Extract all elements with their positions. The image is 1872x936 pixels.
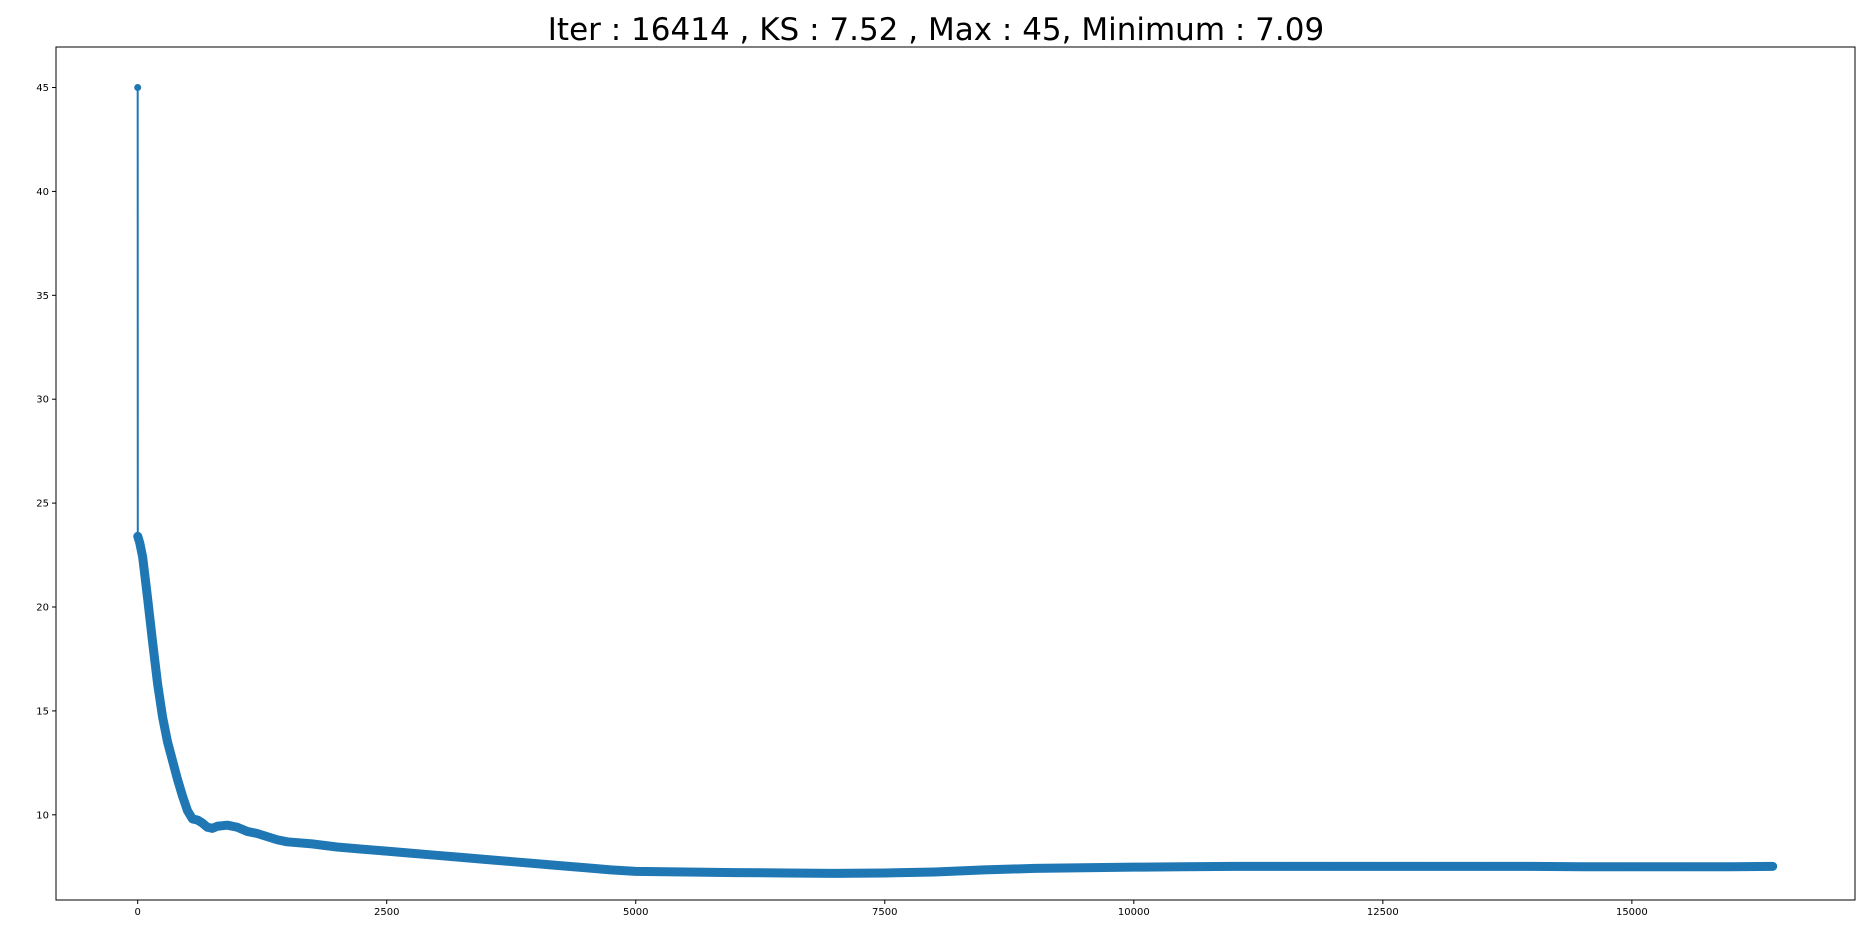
data-point	[1330, 863, 1337, 870]
data-point	[831, 870, 838, 877]
data-point	[214, 823, 221, 830]
data-point	[1180, 863, 1187, 870]
data-point	[582, 864, 589, 871]
x-tick-label: 15000	[1616, 907, 1648, 918]
y-tick-label: 35	[36, 291, 49, 302]
data-point	[1678, 863, 1685, 870]
data-point	[1379, 863, 1386, 870]
data-point	[931, 868, 938, 875]
x-tick-label: 5000	[623, 907, 648, 918]
y-tick-label: 15	[36, 706, 49, 717]
data-point	[254, 830, 261, 837]
data-point	[184, 807, 191, 814]
data-point	[632, 868, 639, 875]
data-point	[1031, 865, 1038, 872]
chart-title: Iter : 16414 , KS : 7.52 , Max : 45, Min…	[548, 12, 1324, 48]
data-point	[234, 824, 241, 831]
data-point	[169, 757, 176, 764]
x-tick-label: 10000	[1118, 907, 1150, 918]
data-point	[134, 533, 141, 540]
data-point	[164, 739, 171, 746]
data-point	[154, 680, 161, 687]
x-tick-label: 2500	[374, 907, 399, 918]
x-tick-label: 7500	[872, 907, 897, 918]
data-point	[194, 816, 201, 823]
data-point	[1280, 863, 1287, 870]
y-tick-label: 40	[36, 187, 49, 198]
data-point	[732, 869, 739, 876]
data-point	[1130, 864, 1137, 871]
data-point	[264, 833, 271, 840]
data-point	[782, 869, 789, 876]
data-point	[1429, 863, 1436, 870]
data-point	[274, 836, 281, 843]
data-point	[508, 858, 515, 865]
data-point	[139, 554, 146, 561]
data-point	[204, 824, 211, 831]
data-point	[483, 856, 490, 863]
data-point	[558, 862, 565, 869]
data-point	[433, 852, 440, 859]
y-tick-label: 10	[36, 810, 49, 821]
data-point	[533, 860, 540, 867]
data-point	[209, 825, 216, 832]
data-point	[682, 868, 689, 875]
data-point	[159, 714, 166, 721]
data-point	[1081, 864, 1087, 871]
data-point	[881, 869, 888, 876]
data-point	[358, 846, 365, 853]
data-point	[408, 850, 415, 857]
data-point	[149, 639, 156, 646]
data-point	[458, 854, 465, 861]
y-tick-label: 45	[36, 83, 49, 94]
data-point	[224, 822, 231, 829]
data-point	[199, 820, 206, 827]
data-point	[179, 793, 186, 800]
y-tick-label: 30	[36, 395, 49, 406]
plot-frame	[55, 46, 1856, 901]
data-point	[1769, 863, 1776, 870]
data-point	[1479, 863, 1486, 870]
x-tick-label: 12500	[1367, 907, 1399, 918]
data-point	[244, 828, 251, 835]
x-tick-label: 0	[134, 907, 140, 918]
data-point	[383, 848, 390, 855]
data-point	[189, 815, 196, 822]
data-point	[1728, 863, 1735, 870]
data-point	[134, 84, 142, 92]
data-point	[981, 866, 988, 873]
data-point	[284, 838, 291, 845]
series-layer	[133, 84, 1778, 878]
y-tick-label: 20	[36, 603, 49, 614]
data-point	[333, 844, 340, 851]
data-point	[607, 866, 614, 873]
plot-area	[56, 47, 1855, 900]
data-point	[1529, 863, 1536, 870]
data-point	[136, 539, 143, 546]
data-point	[174, 776, 181, 783]
data-point	[144, 595, 151, 602]
y-tick-label: 25	[36, 499, 49, 510]
data-point	[309, 840, 316, 847]
axis-ticks: 0 2500 5000 7500 10000 12500 15000 10 15 20 25 30 35…	[36, 83, 1648, 918]
data-point	[1628, 863, 1635, 870]
data-point	[1230, 863, 1237, 870]
data-point	[1579, 863, 1586, 870]
